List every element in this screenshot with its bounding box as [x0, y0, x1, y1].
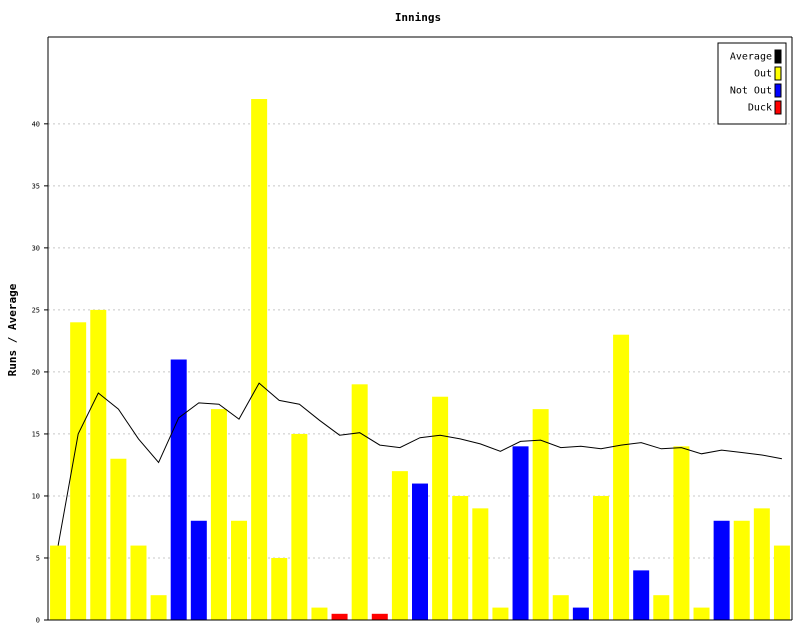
bar-out	[773, 545, 790, 620]
bar-out	[130, 545, 147, 620]
legend-label: Duck	[748, 103, 772, 114]
bar-not-out	[713, 520, 730, 620]
bar-out	[70, 322, 87, 620]
bar-out	[492, 607, 509, 620]
bar-out	[472, 508, 489, 620]
bar-not-out	[633, 570, 650, 620]
y-tick-label: 40	[32, 120, 40, 128]
bar-out	[291, 433, 308, 620]
bar-out	[552, 595, 569, 620]
legend-label: Not Out	[730, 86, 772, 97]
bar-out	[653, 595, 670, 620]
y-tick-label: 0	[36, 617, 40, 625]
legend-swatch	[774, 49, 782, 64]
legend: Average Out Not Out Duck	[717, 42, 787, 125]
bar-out	[592, 495, 609, 620]
bar-duck	[371, 613, 388, 620]
chart-title: Innings	[395, 11, 441, 24]
bars	[50, 99, 790, 620]
bar-out	[673, 446, 690, 620]
bar-not-out	[512, 446, 529, 620]
bar-out	[231, 520, 248, 620]
bar-out	[391, 471, 408, 620]
bar-out	[311, 607, 328, 620]
y-tick-label: 30	[32, 244, 40, 252]
y-tick-label: 20	[32, 368, 40, 376]
bar-not-out	[412, 483, 428, 620]
bar-out	[613, 334, 630, 620]
bar-out	[90, 309, 107, 620]
legend-swatch	[774, 100, 782, 115]
average-line	[57, 382, 782, 546]
axes: 0 5 10 15 20 25 30 35 40	[32, 36, 793, 625]
bar-out	[693, 607, 710, 620]
bar-out	[210, 409, 227, 620]
bar-duck	[331, 613, 348, 620]
bar-out	[110, 458, 127, 620]
bar-out	[432, 396, 449, 620]
average-line-group	[57, 382, 782, 546]
bar-out	[150, 595, 167, 620]
legend-label: Average	[730, 52, 772, 63]
legend-label: Out	[754, 69, 772, 80]
y-tick-label: 15	[32, 430, 40, 438]
bar-out	[50, 545, 67, 620]
y-tick-label: 35	[32, 182, 40, 190]
bar-not-out	[572, 607, 589, 620]
legend-swatch	[774, 66, 782, 81]
bar-not-out	[170, 359, 187, 620]
y-tick-label: 25	[32, 306, 40, 314]
bar-out	[351, 384, 368, 620]
bar-out	[452, 495, 469, 620]
bar-out	[271, 557, 288, 620]
bar-out	[532, 409, 549, 620]
bar-out	[251, 99, 268, 620]
bar-out	[733, 520, 750, 620]
bar-out	[753, 508, 770, 620]
y-tick-label: 5	[36, 554, 40, 562]
y-tick-label: 10	[32, 492, 40, 500]
legend-swatch	[774, 83, 782, 98]
y-axis-label: Runs / Average	[6, 283, 19, 376]
bar-not-out	[190, 520, 207, 620]
